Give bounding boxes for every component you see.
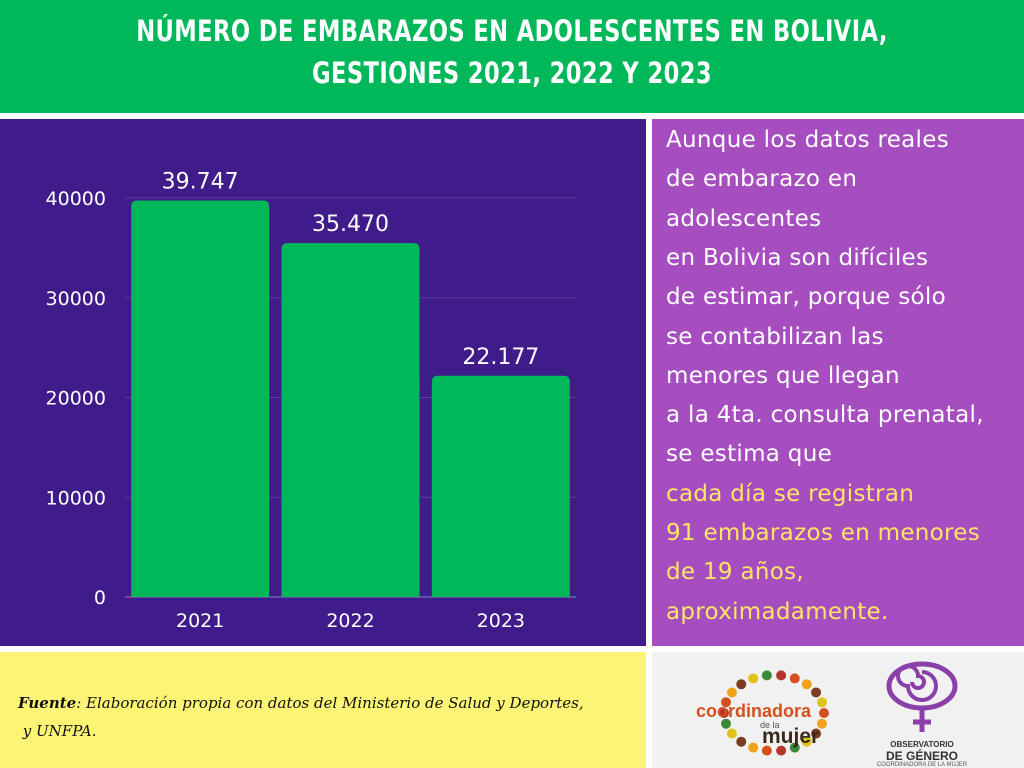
- note-highlight-line: 91 embarazos en menores: [666, 520, 981, 546]
- note-line: se estima que: [666, 441, 833, 468]
- title-line-2: GESTIONES 2021, 2022 Y 2023: [312, 56, 712, 90]
- note-panel: Aunque los datos reales de embarazo en ado…: [652, 119, 1024, 646]
- observatorio-line-2: DE GÉNERO: [885, 749, 958, 763]
- source-text: Fuente: Elaboración propia con datos del…: [18, 689, 638, 745]
- bar-2022: [281, 243, 420, 597]
- x-tick-label-2023: 2023: [477, 610, 525, 632]
- bar-2021: [131, 200, 270, 597]
- y-tick-label: 30000: [46, 288, 106, 310]
- y-tick-label: 40000: [46, 188, 106, 210]
- ring-figure: [801, 679, 812, 690]
- ring-figure: [736, 679, 747, 690]
- x-tick-label-2022: 2022: [326, 610, 374, 632]
- note-line: se contabilizan las: [666, 323, 884, 350]
- ring-figure: [776, 670, 787, 681]
- ring-figure: [811, 687, 822, 698]
- y-tick-label: 0: [94, 587, 106, 609]
- note-line: en Bolivia son difíciles: [666, 244, 929, 271]
- ring-figure: [726, 728, 737, 739]
- ring-figure: [761, 670, 772, 681]
- coordinadora-word: coordinadora: [696, 701, 812, 721]
- source-body: : Elaboración propia con datos del Minis…: [76, 694, 584, 712]
- ring-figure: [719, 708, 729, 718]
- ring-figure: [721, 718, 732, 729]
- note-highlight-line: aproximadamente.: [666, 598, 889, 625]
- y-tick-label: 20000: [46, 388, 106, 410]
- ring-figure: [801, 736, 812, 747]
- note-line: Aunque los datos reales: [666, 127, 949, 153]
- coordinadora-ring-icon: [719, 670, 829, 756]
- data-label-2022: 35.470: [312, 212, 389, 237]
- coordinadora-mujer: mujer: [762, 725, 820, 748]
- ring-figure: [789, 742, 800, 753]
- ring-figure: [748, 673, 759, 684]
- note-line: de estimar, porque sólo: [666, 284, 946, 311]
- note-line: de embarazo en: [666, 166, 858, 193]
- ring-figure: [776, 745, 787, 756]
- bar-chart: 0 10000 20000 30000 40000 39.747 2021 35.470 202…: [46, 170, 576, 632]
- eye-venus-icon: [886, 661, 958, 732]
- ring-figure: [811, 728, 822, 739]
- header-banner: NÚMERO DE EMBARAZOS EN ADOLESCENTES EN B…: [0, 0, 1024, 113]
- coordinadora-dela: de la: [760, 720, 780, 730]
- ring-figure: [816, 697, 827, 708]
- ring-figure: [819, 708, 829, 718]
- x-tick-label-2021: 2021: [176, 610, 224, 632]
- title-line-1: NÚMERO DE EMBARAZOS EN ADOLESCENTES EN B…: [136, 14, 888, 48]
- logo-panel: coordinadora de la mujer OBSERVATORIO DE…: [652, 652, 1024, 768]
- coordinadora-logo: coordinadora de la mujer: [692, 666, 842, 761]
- note-line: adolescentes: [666, 205, 822, 232]
- source-panel: Fuente: Elaboración propia con datos del…: [0, 652, 646, 768]
- ring-figure: [736, 736, 747, 747]
- note-highlight-line: cada día se registran: [666, 480, 915, 507]
- ring-figure: [726, 687, 737, 698]
- source-body-2: y UNFPA.: [22, 722, 97, 740]
- chart-panel: 0 10000 20000 30000 40000 39.747 2021 35.470 202…: [0, 119, 646, 646]
- ring-figure: [789, 673, 800, 684]
- ring-figure: [761, 745, 772, 756]
- data-label-2023: 22.177: [462, 345, 539, 370]
- note-line: menores que llegan: [666, 362, 900, 389]
- ring-figure: [748, 742, 759, 753]
- observatorio-line-3: COORDINADORA DE LA MUJER: [876, 762, 968, 768]
- bar-2023: [431, 375, 570, 597]
- data-label-2021: 39.747: [162, 170, 239, 195]
- ring-figure: [816, 718, 827, 729]
- note-highlight-line: de 19 años,: [666, 559, 804, 586]
- note-line: a la 4ta. consulta prenatal,: [666, 402, 984, 429]
- ring-figure: [721, 697, 732, 708]
- y-tick-label: 10000: [46, 487, 106, 509]
- source-label: Fuente: [18, 694, 77, 712]
- observatorio-line-1: OBSERVATORIO: [890, 740, 954, 749]
- observatorio-logo: OBSERVATORIO DE GÉNERO COORDINADORA DE L…: [877, 660, 997, 768]
